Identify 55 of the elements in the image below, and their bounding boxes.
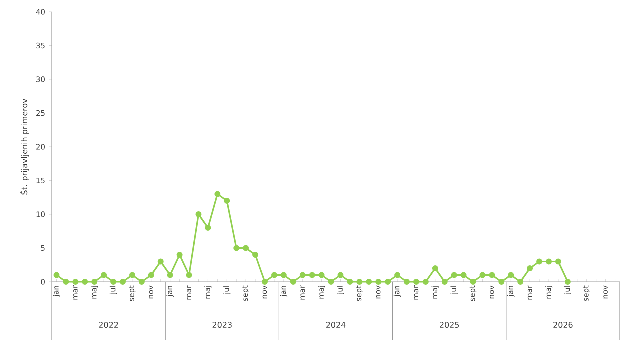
point xyxy=(480,272,486,278)
point xyxy=(394,272,401,278)
point xyxy=(271,272,278,278)
point xyxy=(167,272,174,278)
point xyxy=(536,258,543,265)
point xyxy=(300,272,306,278)
point xyxy=(318,272,325,278)
point xyxy=(129,272,136,278)
point xyxy=(432,266,438,272)
point xyxy=(347,279,354,285)
point xyxy=(366,279,372,285)
point xyxy=(262,279,268,285)
point xyxy=(120,279,126,285)
point xyxy=(309,272,316,278)
point xyxy=(328,279,334,285)
point xyxy=(82,279,88,285)
point xyxy=(234,245,240,252)
point xyxy=(356,279,363,285)
point xyxy=(158,258,164,265)
point xyxy=(546,258,552,265)
point xyxy=(252,252,259,258)
point xyxy=(214,191,221,198)
point xyxy=(527,266,534,272)
point xyxy=(564,279,571,285)
point xyxy=(376,279,382,285)
point xyxy=(518,279,524,285)
point xyxy=(196,212,202,218)
point xyxy=(101,272,108,278)
point xyxy=(442,279,448,285)
point xyxy=(224,198,230,204)
point xyxy=(338,272,344,278)
point xyxy=(110,279,117,285)
point xyxy=(148,272,154,278)
point xyxy=(92,279,98,285)
point xyxy=(63,279,70,285)
point xyxy=(451,272,458,278)
point xyxy=(290,279,296,285)
point xyxy=(186,272,192,278)
point xyxy=(54,272,60,278)
point xyxy=(413,279,420,285)
point xyxy=(460,272,467,278)
point xyxy=(385,279,392,285)
point xyxy=(489,272,496,278)
point xyxy=(138,279,145,285)
point xyxy=(470,279,476,285)
point xyxy=(422,279,429,285)
point xyxy=(280,272,287,278)
point xyxy=(404,279,410,285)
point xyxy=(555,258,562,265)
point xyxy=(176,252,183,258)
point xyxy=(205,225,212,231)
point xyxy=(243,245,250,252)
point xyxy=(498,279,505,285)
point xyxy=(508,272,514,278)
point xyxy=(72,279,79,285)
